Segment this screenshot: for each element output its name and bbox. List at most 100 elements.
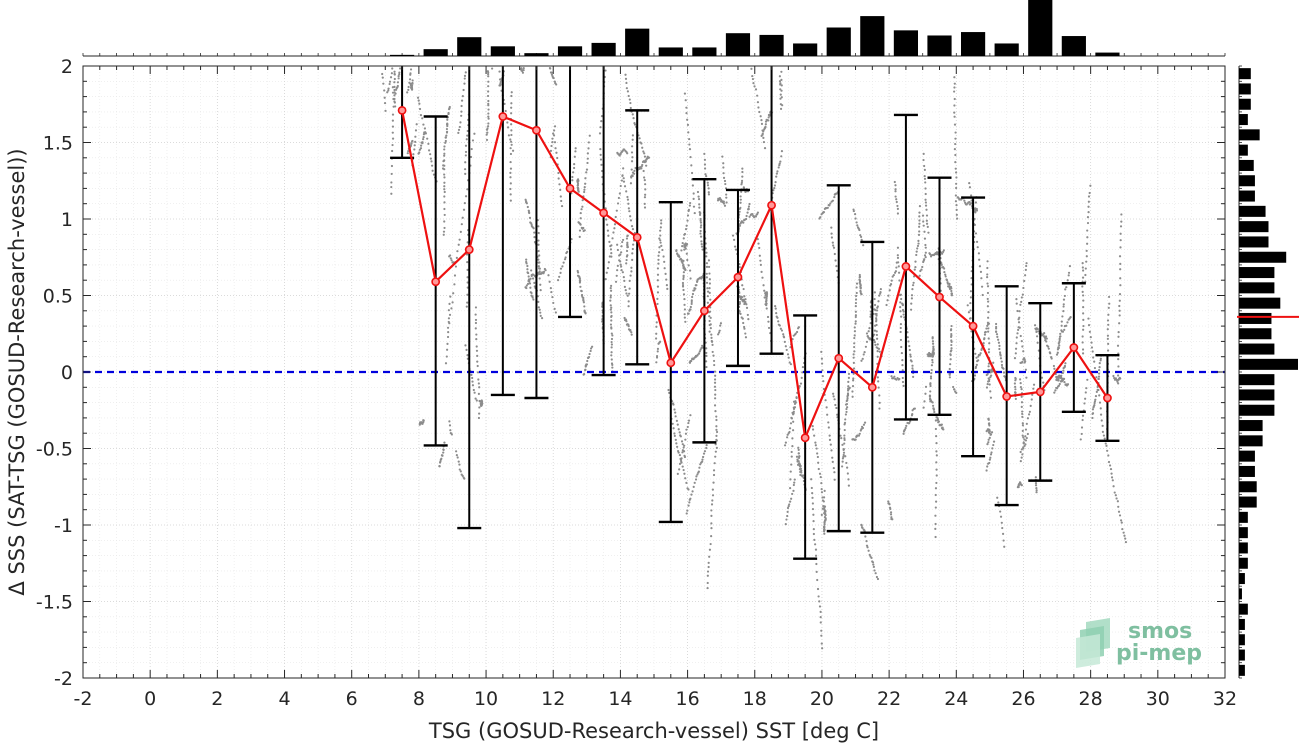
scatter-point (474, 397, 477, 400)
scatter-point (628, 210, 631, 213)
scatter-point (389, 76, 393, 79)
scatter-point (475, 345, 478, 348)
x-tick-label: 24 (944, 688, 968, 710)
scatter-point (621, 174, 624, 177)
scatter-point (625, 255, 629, 258)
scatter-point (683, 472, 686, 475)
scatter-point (537, 231, 540, 235)
scatter-point (466, 293, 469, 296)
scatter-point (1089, 184, 1092, 187)
scatter-point (466, 301, 469, 304)
scatter-point (1017, 321, 1021, 324)
scatter-point (688, 501, 691, 504)
scatter-point (464, 144, 468, 147)
scatter-point (1123, 534, 1126, 537)
scatter-point (683, 303, 686, 306)
scatter-point (683, 245, 686, 249)
scatter-point (822, 525, 826, 529)
scatter-point (1029, 404, 1032, 407)
scatter-point (819, 610, 822, 613)
scatter-point (761, 132, 764, 135)
scatter-point (786, 353, 790, 356)
scatter-point (935, 454, 938, 457)
scatter-point (887, 500, 890, 503)
scatter-point (935, 500, 938, 503)
scatter-point (989, 390, 992, 393)
scatter-point (448, 420, 451, 423)
scatter-point (832, 246, 836, 249)
scatter-point (986, 443, 989, 446)
x-tick-label: 2 (211, 688, 223, 710)
scatter-point (820, 357, 823, 360)
scatter-point (443, 220, 446, 223)
right-histogram-bar (1239, 496, 1257, 508)
right-histogram-bar (1239, 144, 1248, 156)
scatter-point (611, 366, 614, 369)
scatter-point (952, 385, 955, 389)
scatter-point (560, 204, 564, 208)
scatter-point (932, 408, 936, 411)
scatter-point (936, 252, 939, 256)
scatter-point (1097, 377, 1100, 381)
scatter-point (627, 305, 630, 308)
scatter-point (1015, 298, 1018, 301)
scatter-point (466, 281, 469, 284)
scatter-point (1022, 447, 1025, 450)
scatter-point (623, 318, 627, 322)
top-histogram-bar (860, 16, 885, 57)
scatter-point (571, 175, 574, 179)
scatter-point (583, 188, 586, 191)
scatter-point (1022, 436, 1025, 439)
scatter-point (866, 335, 869, 338)
scatter-point (953, 90, 956, 93)
scatter-point (689, 305, 692, 309)
scatter-point (924, 198, 927, 201)
scatter-point (643, 202, 646, 205)
scatter-point (955, 204, 958, 207)
scatter-point (1050, 355, 1053, 359)
scatter-point (691, 184, 694, 187)
scatter-point (1003, 375, 1006, 378)
scatter-point (1034, 482, 1038, 485)
scatter-point (867, 330, 870, 333)
scatter-point (409, 72, 412, 75)
scatter-point (1013, 382, 1016, 385)
scatter-point (934, 493, 937, 497)
scatter-point (710, 509, 713, 512)
scatter-point (674, 411, 677, 414)
scatter-point (994, 330, 998, 333)
scatter-point (955, 182, 958, 185)
right-histogram-bar (1239, 98, 1251, 110)
scatter-point (1020, 296, 1023, 299)
scatter-point (673, 434, 676, 438)
scatter-point (687, 504, 690, 507)
scatter-point (785, 518, 788, 521)
scatter-point (579, 285, 582, 288)
scatter-point (457, 128, 461, 131)
scatter-point (506, 121, 509, 124)
scatter-point (980, 277, 983, 280)
scatter-point (587, 356, 590, 360)
scatter-point (388, 80, 392, 83)
scatter-point (658, 237, 661, 240)
scatter-point (465, 305, 468, 308)
scatter-point (509, 167, 513, 170)
scatter-point (1120, 213, 1123, 216)
scatter-point (714, 393, 717, 396)
scatter-point (947, 285, 950, 288)
scatter-point (923, 177, 927, 180)
y-tick-label: -0.5 (36, 439, 73, 461)
scatter-point (644, 193, 647, 196)
scatter-point (466, 241, 469, 244)
scatter-point (450, 259, 453, 262)
scatter-point (823, 489, 826, 492)
scatter-point (1056, 351, 1059, 354)
scatter-point (1035, 330, 1038, 334)
scatter-point (922, 220, 925, 223)
scatter-point (758, 246, 761, 250)
scatter-point (1020, 395, 1023, 398)
scatter-point (422, 123, 425, 126)
scatter-point (739, 201, 742, 204)
scatter-point (1003, 545, 1006, 548)
scatter-point (841, 460, 844, 463)
